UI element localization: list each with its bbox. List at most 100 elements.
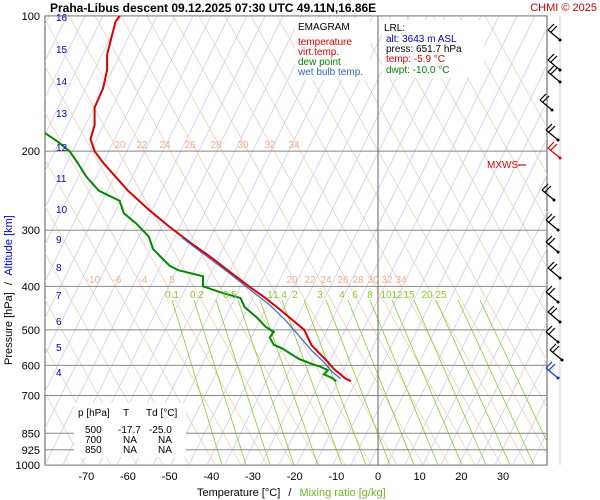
mixing-ratio-label: 1.4	[273, 290, 287, 301]
svg-text:Pressure [hPa] / A: Pressure [hPa] / Altitude [km]	[3, 215, 15, 365]
wind-barb-flag	[547, 23, 555, 31]
adiabat-line	[250, 16, 502, 465]
table-cell: 500	[85, 425, 102, 436]
temp-tick-label: -30	[245, 471, 261, 483]
wind-barb-flag	[550, 25, 558, 33]
altitude-label: 12	[56, 143, 68, 154]
wind-barb-dot	[558, 320, 562, 324]
potential-temp-label: 28	[210, 140, 222, 151]
wind-barb-dot	[556, 376, 560, 380]
skew-grid-line	[45, 16, 266, 465]
potential-temp-label: 34	[395, 275, 407, 286]
mixing-ratio-label: 8	[367, 290, 373, 301]
adiabat-line	[172, 16, 424, 465]
wind-barb-staff	[545, 291, 559, 303]
potential-temp-label: -10	[86, 275, 101, 286]
legend-temperature: temperature	[298, 37, 352, 48]
altitude-label: 5	[56, 343, 62, 354]
skew-grid-line	[45, 16, 212, 356]
wind-barb-dot	[558, 156, 562, 160]
adiabat-line	[328, 16, 547, 409]
wind-barb-staff	[545, 219, 559, 231]
skew-grid-line	[242, 16, 464, 465]
wind-barb-flag	[545, 235, 553, 243]
series-temperature-line	[89, 16, 352, 383]
skew-grid-line	[45, 16, 194, 319]
altitude-label: 7	[56, 291, 62, 302]
y-axis-title-pressure: Pressure [hPa]	[3, 292, 15, 365]
skew-grid-line	[494, 358, 547, 465]
wind-barb-dot	[556, 228, 560, 232]
wind-barb-dot	[556, 340, 560, 344]
adiabat-line	[45, 65, 268, 465]
mixing-ratio-line	[347, 299, 415, 465]
altitude-label: 11	[56, 174, 67, 185]
wind-barb-flag	[545, 123, 553, 131]
altitude-label: 16	[56, 13, 68, 24]
wind-barb-flag	[550, 263, 558, 271]
wind-barb-flag	[547, 53, 555, 61]
legend-wet-bulb: wet bulb temp.	[297, 67, 363, 78]
adiabat-line	[146, 16, 398, 465]
mixing-ratio-line	[369, 299, 439, 465]
mixing-ratio-label: 0.1	[165, 290, 179, 301]
table-cell: -17.7	[118, 425, 141, 436]
wind-barb-dot	[558, 68, 562, 72]
wind-barb-flag	[547, 141, 555, 149]
adiabat-line	[45, 158, 216, 465]
wind-barb-flag	[545, 325, 553, 333]
mxws-label: MXWS	[487, 160, 518, 171]
skew-grid-line	[440, 247, 547, 465]
skew-grid-line	[350, 64, 547, 465]
table-cell: NA	[123, 435, 137, 446]
potential-temp-label: -6	[113, 275, 122, 286]
lrl-title: LRL:	[384, 23, 405, 34]
legend: EMAGRAM temperature virt.temp. dew point…	[295, 18, 370, 80]
table-header-t: T	[123, 408, 129, 419]
pressure-tick-label: 500	[22, 325, 40, 337]
adiabat-line	[432, 16, 547, 222]
potential-temp-label: -4	[139, 275, 148, 286]
potential-temp-label: 34	[288, 140, 300, 151]
wind-barb-staff	[545, 129, 559, 141]
wind-barb-dot	[556, 250, 560, 254]
wind-barb-flag	[550, 55, 558, 63]
altitude-label: 14	[56, 77, 68, 88]
mixing-ratio-label: 1	[267, 290, 273, 301]
skew-grid-line	[116, 16, 338, 465]
skew-grid-line	[332, 27, 547, 465]
table-header-p: p [hPa]	[78, 408, 110, 419]
skew-grid-line	[386, 137, 547, 465]
wind-barb-staff	[547, 311, 561, 323]
adiabat-line	[302, 16, 547, 455]
skew-grid-line	[45, 16, 230, 393]
skew-grid-line	[224, 16, 446, 465]
skew-grid-line	[585, 16, 600, 465]
altitude-label: 8	[56, 263, 62, 274]
altitude-label: 6	[56, 317, 62, 328]
skew-grid-line	[152, 16, 374, 465]
wind-barb-dot	[556, 300, 560, 304]
wind-barb-dot	[556, 138, 560, 142]
series-dew-point-line	[45, 131, 337, 383]
skew-grid-line	[45, 16, 104, 136]
mixing-ratio-label: 4	[339, 290, 345, 301]
legend-virt-temp: virt.temp.	[298, 47, 339, 58]
skew-grid-line	[80, 16, 302, 465]
skew-grid-line	[458, 284, 547, 465]
legend-title: EMAGRAM	[298, 22, 350, 33]
pressure-tick-label: 200	[22, 146, 40, 158]
table-cell: NA	[158, 435, 172, 446]
skew-grid-line	[62, 16, 284, 465]
pressure-tick-label: 300	[22, 225, 40, 237]
potential-temp-label: 32	[381, 275, 393, 286]
potential-temp-label: 26	[337, 275, 349, 286]
potential-temp-label: 22	[136, 140, 148, 151]
wind-barb-flag	[545, 285, 553, 293]
y-axis-title-altitude: Altitude [km]	[3, 215, 15, 276]
mixing-ratio-line	[259, 299, 319, 465]
adiabat-line	[458, 16, 547, 175]
wind-barb-flag	[550, 143, 558, 151]
pressure-tick-label: 400	[22, 281, 40, 293]
wind-barb-staff	[545, 367, 559, 379]
